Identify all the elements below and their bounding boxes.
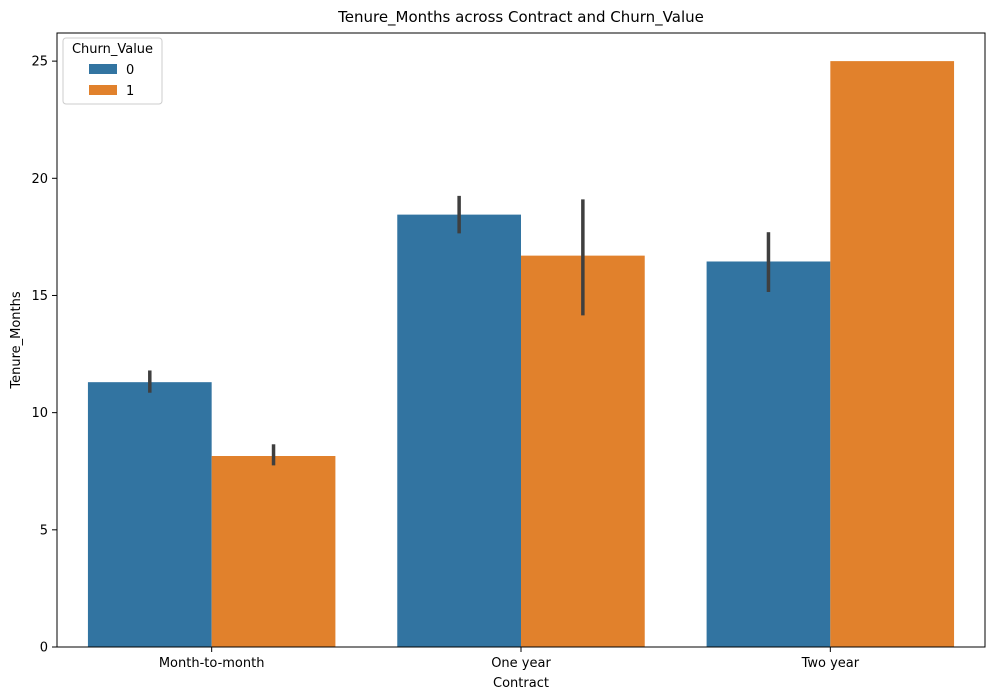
bars-layer xyxy=(87,61,955,648)
bar-two-year-series-1 xyxy=(830,61,955,648)
legend-swatch-series-1 xyxy=(89,85,117,95)
x-tick-label: One year xyxy=(491,656,551,671)
x-tick-label: Two year xyxy=(801,656,860,671)
bar-month-to-month-series-0 xyxy=(87,382,212,647)
y-axis-label: Tenure_Months xyxy=(9,291,24,390)
chart-title: Tenure_Months across Contract and Churn_… xyxy=(337,8,704,27)
y-tick-label: 25 xyxy=(31,55,48,70)
x-axis-label: Contract xyxy=(493,676,549,691)
bar-one-year-series-1 xyxy=(521,255,645,647)
y-tick-label: 5 xyxy=(40,523,48,538)
y-tick-label: 20 xyxy=(31,172,48,187)
bar-month-to-month-series-1 xyxy=(211,456,336,647)
bar-one-year-series-0 xyxy=(397,214,521,647)
y-tick-label: 0 xyxy=(40,641,48,656)
legend-swatch-series-0 xyxy=(89,64,117,74)
legend-title: Churn_Value xyxy=(72,42,153,57)
y-tick-label: 10 xyxy=(31,406,48,421)
legend-label-series-0: 0 xyxy=(126,63,134,78)
legend-label-series-1: 1 xyxy=(126,84,134,99)
errorbars-layer xyxy=(148,195,771,466)
bar-two-year-series-0 xyxy=(706,261,831,647)
legend: Churn_Value 0 1 xyxy=(62,37,163,105)
x-tick-label: Month-to-month xyxy=(159,656,265,671)
y-tick-label: 15 xyxy=(31,289,48,304)
